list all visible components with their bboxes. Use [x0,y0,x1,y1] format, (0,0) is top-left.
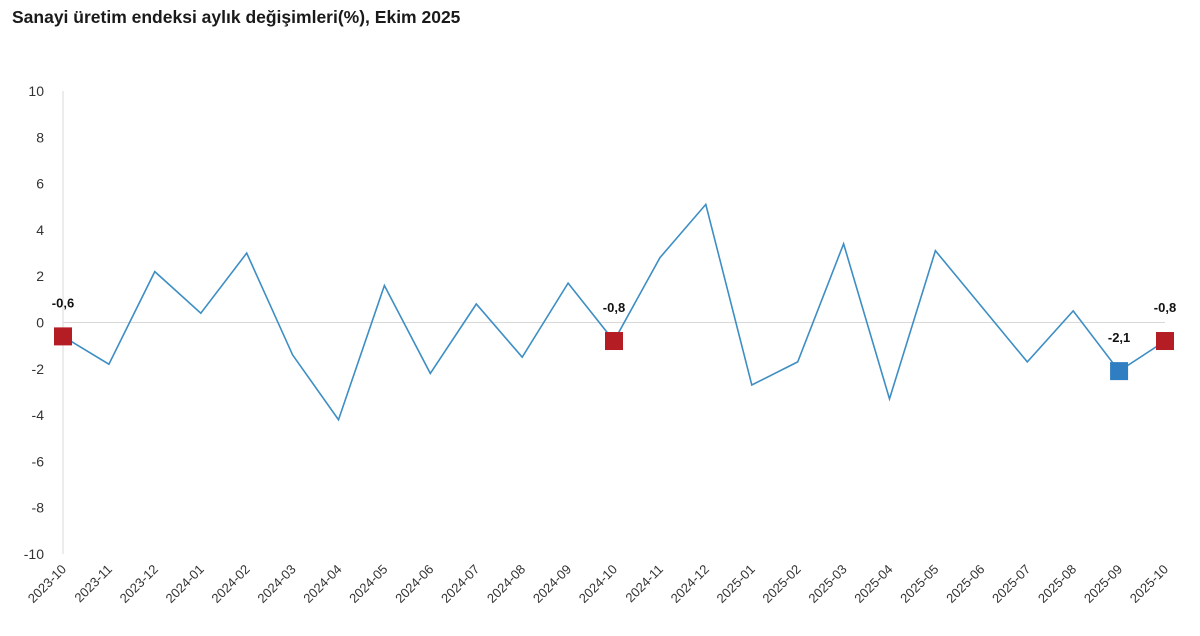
y-tick-label: 2 [36,268,44,284]
x-tick-label: 2024-03 [254,562,298,606]
x-tick-label: 2025-09 [1081,562,1125,606]
highlight-marker [54,327,72,346]
data-label: -2,1 [1108,330,1130,345]
highlight-marker [1156,332,1174,351]
chart-axes [62,91,1165,554]
x-tick-label: 2025-07 [989,562,1033,606]
x-tick-label: 2024-09 [530,562,574,606]
x-tick-label: 2025-10 [1127,562,1171,606]
x-tick-label: 2025-02 [759,562,803,606]
x-tick-label: 2025-01 [714,562,758,606]
x-tick-label: 2024-05 [346,562,390,606]
x-tick-label: 2023-12 [117,562,161,606]
x-tick-label: 2024-01 [163,562,207,606]
x-tick-label: 2025-08 [1035,562,1079,606]
x-tick-label: 2025-04 [851,562,895,606]
y-tick-label: 10 [28,83,44,99]
x-tick-label: 2024-08 [484,562,528,606]
chart-title: Sanayi üretim endeksi aylık değişimleri(… [12,7,461,27]
x-tick-label: 2024-12 [668,562,712,606]
x-tick-label: 2024-07 [438,562,482,606]
x-tick-label: 2023-10 [25,562,69,606]
highlight-marker [1110,362,1129,381]
y-tick-label: -2 [32,361,45,377]
x-tick-label: 2024-06 [392,562,436,606]
x-tick-label: 2023-11 [71,562,115,606]
y-tick-label: -6 [32,453,45,469]
x-tick-label: 2024-10 [576,562,620,606]
x-tick-label: 2024-02 [208,562,252,606]
data-label: -0,8 [1154,300,1176,315]
x-tick-label: 2024-11 [622,562,666,606]
y-axis-ticks: 10 8 6 4 2 0 -2 -4 -6 -8 -10 [24,83,44,562]
x-tick-label: 2025-05 [897,562,941,606]
y-tick-label: 8 [36,129,44,145]
y-tick-label: 0 [36,315,44,331]
highlight-marker [605,332,623,351]
y-tick-label: 4 [36,222,44,238]
highlight-markers: -0,6 -0,8 -2,1 -0,8 [52,295,1176,381]
y-tick-label: -10 [24,546,44,562]
y-tick-label: 6 [36,176,44,192]
x-tick-label: 2025-06 [943,562,987,606]
data-label: -0,6 [52,295,74,310]
x-tick-label: 2024-04 [300,562,344,606]
x-tick-label: 2025-03 [805,562,849,606]
data-label: -0,8 [603,300,625,315]
x-axis-ticks: 2023-10 2023-11 2023-12 2024-01 2024-02 2024-… [25,562,1171,606]
y-tick-label: -8 [32,500,45,516]
y-tick-label: -4 [32,407,45,423]
